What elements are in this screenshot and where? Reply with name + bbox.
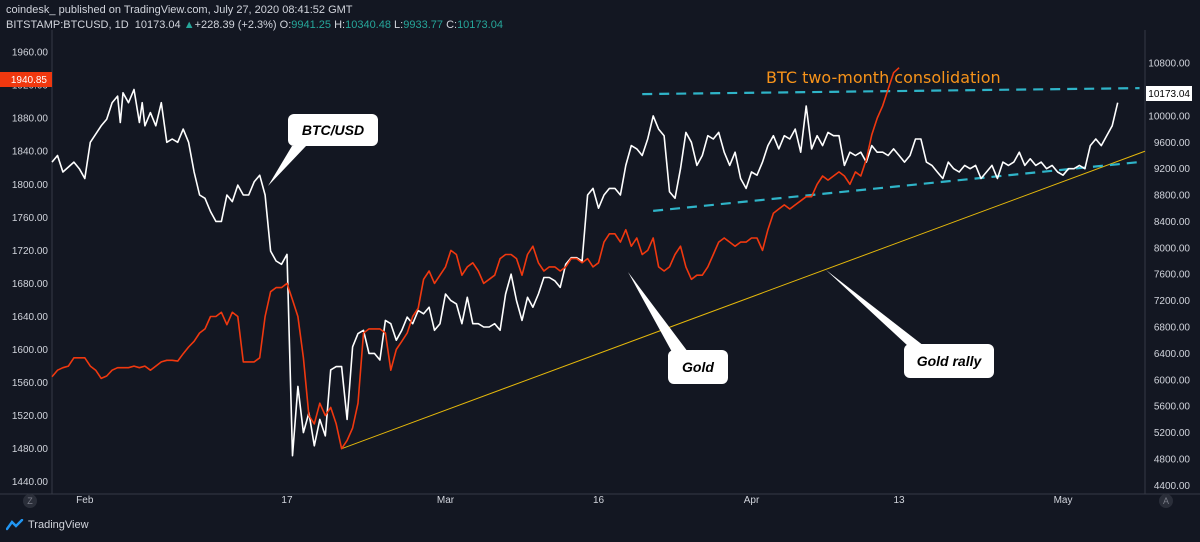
- time-tick-label: Mar: [437, 495, 455, 506]
- left-tick-label: 1840.00: [12, 147, 49, 158]
- gold-callout-label: Gold: [682, 359, 714, 375]
- time-tick-label: May: [1054, 495, 1073, 506]
- low-value: 9933.77: [403, 19, 443, 31]
- right-tick-label: 8000.00: [1154, 243, 1191, 254]
- left-tick-label: 1600.00: [12, 345, 49, 356]
- gold-price-badge: [0, 72, 52, 87]
- gold-trendline: [341, 150, 1146, 450]
- right-price-axis[interactable]: 10800.0010400.0010000.009600.009200.0088…: [1148, 59, 1190, 492]
- gold-line: [51, 67, 900, 450]
- time-axis[interactable]: Feb17Mar16Apr13May18Jun15Jul13Aug: [76, 495, 1200, 506]
- left-price-axis[interactable]: 1960.001920.001880.001840.001800.001760.…: [12, 48, 49, 489]
- time-tick-label: Apr: [744, 495, 760, 506]
- right-tick-label: 10800.00: [1148, 59, 1190, 70]
- btc-callout-label: BTC/USD: [302, 122, 364, 138]
- gold-rally-callout-label: Gold rally: [917, 353, 983, 369]
- right-tick-label: 9600.00: [1154, 138, 1191, 149]
- gold-price-badge-text: 1940.85: [11, 75, 48, 86]
- grid: [0, 30, 1200, 495]
- price-change: +228.39 (+2.3%): [194, 19, 277, 31]
- btc-price-badge-text: 10173.04: [1148, 89, 1190, 100]
- channel-bottom-line: [653, 160, 1140, 212]
- gold-callout-box: [668, 350, 728, 384]
- time-tick-label: 16: [593, 495, 605, 506]
- left-tick-label: 1440.00: [12, 477, 49, 488]
- time-tick-label: Feb: [76, 495, 94, 506]
- right-tick-label: 8400.00: [1154, 217, 1191, 228]
- symbol-name: BITSTAMP:BTCUSD, 1D: [6, 19, 129, 31]
- left-tick-label: 1640.00: [12, 312, 49, 323]
- right-tick-label: 7600.00: [1154, 270, 1191, 281]
- right-tick-label: 6000.00: [1154, 375, 1191, 386]
- right-tick-label: 7200.00: [1154, 296, 1191, 307]
- high-value: 10340.48: [345, 19, 391, 31]
- auto-scale-toggle[interactable]: A: [1159, 494, 1173, 508]
- price-badges: 1940.85 10173.04: [0, 72, 1192, 101]
- right-tick-label: 8800.00: [1154, 191, 1191, 202]
- high-label: H:: [334, 19, 346, 31]
- left-tick-label: 1560.00: [12, 378, 49, 389]
- btc-callout-box: [288, 114, 378, 146]
- tradingview-brand[interactable]: TradingView: [6, 519, 89, 531]
- btc-price-badge: [1146, 86, 1192, 101]
- time-tick-label: 13: [894, 495, 906, 506]
- series-layer: [51, 67, 1146, 457]
- gold-rally-callout-box: [904, 344, 994, 378]
- btc-callout-pointer: [268, 146, 306, 186]
- open-label: O:: [279, 19, 292, 31]
- right-tick-label: 4400.00: [1154, 481, 1191, 492]
- close-value: 10173.04: [457, 19, 503, 31]
- right-tick-label: 9200.00: [1154, 164, 1191, 175]
- time-tick-label: 17: [281, 495, 293, 506]
- tradingview-logo-icon: [6, 519, 24, 531]
- log-scale-toggle[interactable]: Z: [23, 494, 37, 508]
- btc-line: [51, 88, 1119, 457]
- symbol-bar: BITSTAMP:BTCUSD, 1D 10173.04 ▲+228.39 (+…: [6, 19, 503, 31]
- right-tick-label: 10000.00: [1148, 111, 1190, 122]
- open-value: 9941.25: [291, 19, 332, 31]
- publish-info: coindesk_ published on TradingView.com, …: [6, 4, 353, 16]
- gold-rally-callout-pointer: [826, 270, 924, 346]
- annotation-layer: BTC two-month consolidation BTC/USD Gold Go…: [268, 68, 1001, 384]
- right-tick-label: 6400.00: [1154, 349, 1191, 360]
- left-tick-label: 1520.00: [12, 411, 49, 422]
- left-tick-label: 1680.00: [12, 279, 49, 290]
- gold-callout-pointer: [628, 272, 688, 352]
- left-tick-label: 1880.00: [12, 114, 49, 125]
- last-price: 10173.04: [134, 19, 181, 31]
- left-tick-label: 1480.00: [12, 444, 49, 455]
- left-tick-label: 1720.00: [12, 246, 49, 257]
- right-tick-label: 4800.00: [1154, 454, 1191, 465]
- right-tick-label: 5600.00: [1154, 402, 1191, 413]
- change-arrow: ▲: [183, 19, 195, 31]
- close-label: C:: [446, 19, 458, 31]
- low-label: L:: [394, 19, 404, 31]
- right-tick-label: 5200.00: [1154, 428, 1191, 439]
- brand-label: TradingView: [28, 519, 89, 531]
- chart-title: BTC two-month consolidation: [766, 68, 1001, 87]
- left-tick-label: 1760.00: [12, 213, 49, 224]
- channel-top-line: [642, 87, 1140, 96]
- left-tick-label: 1960.00: [12, 48, 49, 59]
- left-tick-label: 1800.00: [12, 180, 49, 191]
- right-tick-label: 6800.00: [1154, 323, 1191, 334]
